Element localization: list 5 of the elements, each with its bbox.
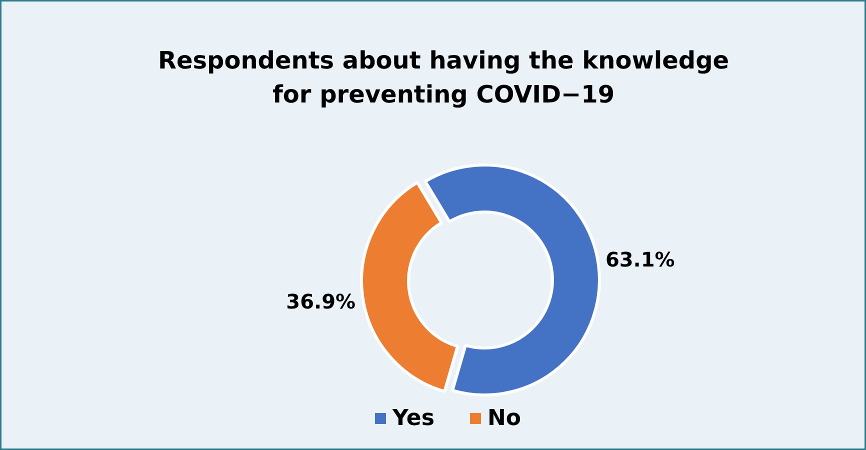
legend-label: Yes (392, 406, 434, 431)
data-label: 36.9% (286, 289, 356, 314)
chart-title: Respondents about having the knowledge for preventing COVID−19 (158, 46, 730, 108)
data-label: 63.1% (605, 248, 675, 272)
legend-label: No (488, 406, 522, 431)
